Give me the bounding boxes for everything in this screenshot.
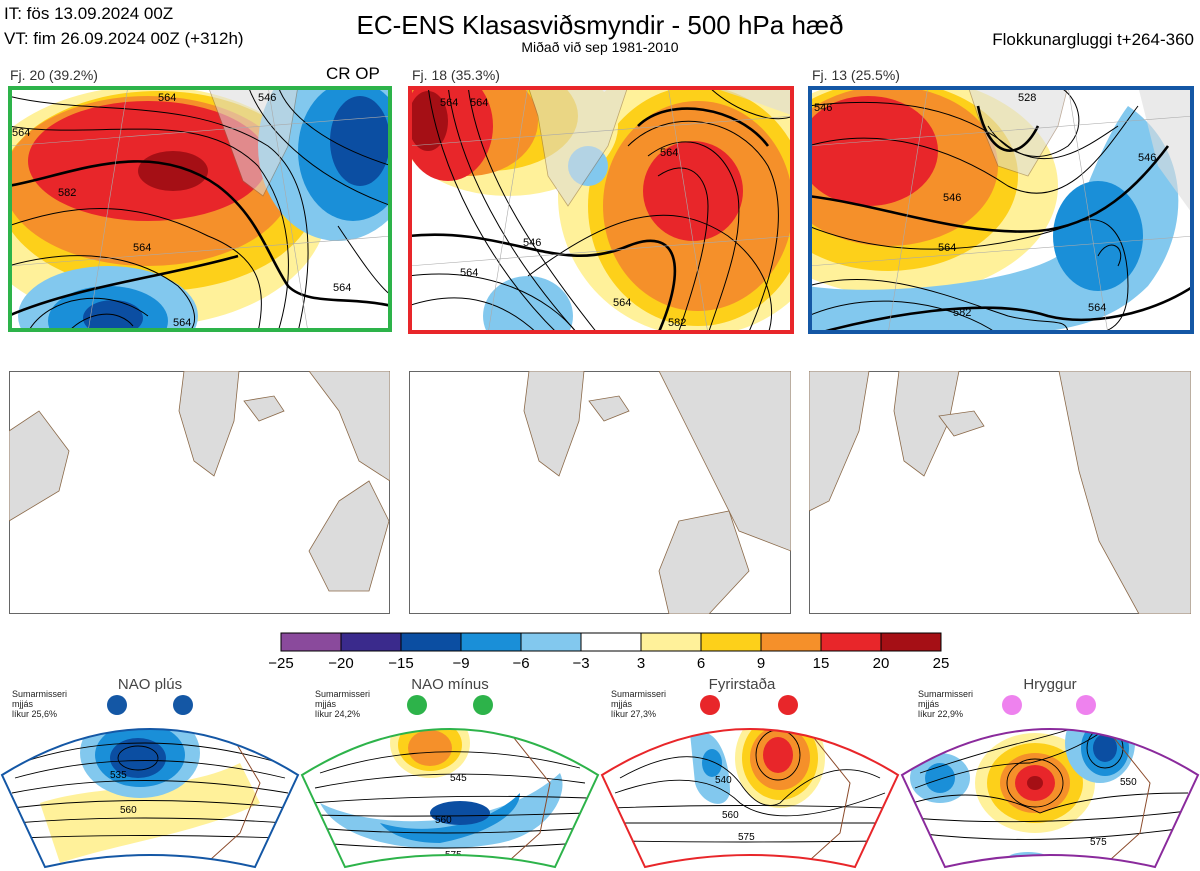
colorbar-tick-label: 25 [932, 655, 950, 672]
contour-label: 564 [613, 297, 631, 309]
classification-window: Flokkunargluggi t+264-360 [992, 30, 1194, 49]
regime-4-meta: Sumarmisseri mjjás líkur 22,9% [918, 689, 974, 719]
regime-4-dot [1076, 695, 1096, 715]
colorbar-tick-label: −25 [268, 655, 294, 672]
cluster-map-3: 546 528 546 564 582 564 546 [808, 86, 1194, 334]
regime-contour-label: 575 [738, 832, 755, 843]
contour-label: 564 [938, 242, 956, 254]
regime-contour-label: 575 [1090, 837, 1107, 848]
colorbar-tick-label: 20 [872, 655, 890, 672]
regime-3-dot [700, 695, 720, 715]
contour-label: 546 [1138, 152, 1156, 164]
colorbar-tick-label: 9 [756, 655, 766, 672]
cluster-1-border [8, 86, 392, 332]
contour-label: 546 [523, 237, 541, 249]
colorbar-tick-label: −15 [388, 655, 414, 672]
cluster-map-2: 564 564 546 564 564 564 582 [408, 86, 794, 334]
regime-contour-label: 535 [110, 770, 127, 781]
colorbar-segment [640, 632, 702, 652]
regime-contour-label: 560 [120, 805, 137, 816]
contour-label: 546 [258, 92, 276, 104]
regime-contour-label: 540 [715, 775, 732, 786]
empty-map-1 [9, 371, 390, 614]
cluster-map-1: 564 546 582 564 564 564 564 [8, 86, 392, 332]
contour-label: 564 [158, 92, 176, 104]
america-land [9, 410, 70, 522]
colorbar-tick-label: −20 [328, 655, 354, 672]
regime-2-meta: Sumarmisseri mjjás líkur 24,2% [315, 689, 371, 719]
contour-label: 564 [133, 242, 151, 254]
colorbar-segment [880, 632, 942, 652]
empty-map-2 [409, 371, 791, 614]
contour-label: 564 [12, 127, 30, 139]
regime-3-dot [778, 695, 798, 715]
regime-contour-label: 545 [450, 773, 467, 784]
colorbar-tick-label: −6 [512, 655, 530, 672]
colorbar-segment [340, 632, 402, 652]
contour-label: 564 [470, 97, 488, 109]
regime-contour-label: 560 [435, 815, 452, 826]
regime-2-dot [473, 695, 493, 715]
regime-2-name: NAO mínus [411, 676, 489, 693]
page-title: EC-ENS Klasasviðsmyndir - 500 hPa hæð [356, 10, 844, 40]
colorbar-segment [700, 632, 762, 652]
colorbar-segment [460, 632, 522, 652]
scandinavia-land [308, 371, 390, 482]
greenland [207, 86, 299, 197]
regime-1-name: NAO plús [117, 676, 183, 693]
colorbar-tick-label: −9 [452, 655, 470, 672]
colorbar-segment [580, 632, 642, 652]
colorbar-segment [280, 632, 342, 652]
regime-contour-label: 550 [1120, 777, 1137, 788]
cluster-3-border [808, 86, 1194, 334]
colorbar [280, 632, 942, 652]
contour-label: 546 [814, 102, 832, 114]
colorbar-segment [400, 632, 462, 652]
regime-3-name: Fyrirstaða [708, 676, 776, 693]
valid-time: VT: fim 26.09.2024 00Z (+312h) [4, 29, 244, 48]
contour-label: 582 [668, 317, 686, 329]
regime-1-dot [173, 695, 193, 715]
cluster-2-label: Fj. 18 (35.3%) [412, 67, 500, 83]
regime-1-meta: Sumarmisseri mjjás líkur 25,6% [12, 689, 68, 719]
regime-map-nao-minus: 545 560 575 [300, 695, 600, 869]
cluster-3-label: Fj. 13 (25.5%) [812, 67, 900, 83]
empty-map-3 [809, 371, 1191, 614]
colorbar-tick-label: 6 [696, 655, 706, 672]
colorbar-tick-label: −3 [572, 655, 590, 672]
cluster-1-tag: CR OP [326, 64, 380, 83]
regime-4-dot [1002, 695, 1022, 715]
colorbar-tick-label: 15 [812, 655, 830, 672]
contour-label: 564 [440, 97, 458, 109]
cluster-2-border [408, 86, 794, 334]
regime-map-blocking: 540 560 575 [600, 695, 900, 869]
regime-contour-label: 560 [722, 810, 739, 821]
regime-4-name: Hryggur [1023, 676, 1077, 693]
colorbar-segment [760, 632, 822, 652]
colorbar-segment [820, 632, 882, 652]
contour-label: 564 [1088, 302, 1106, 314]
contour-label: 564 [173, 317, 191, 329]
init-time: IT: fös 13.09.2024 00Z [4, 4, 174, 23]
page-subtitle: Miðað við sep 1981-2010 [521, 39, 679, 55]
regime-1-dot [107, 695, 127, 715]
regime-2-dot [407, 695, 427, 715]
regime-map-nao-plus: 535 560 [0, 695, 300, 869]
contour-label: 528 [1018, 92, 1036, 104]
iceland-land [243, 395, 285, 422]
colorbar-segment [520, 632, 582, 652]
contour-label: 564 [460, 267, 478, 279]
regime-3-meta: Sumarmisseri mjjás líkur 27,3% [611, 689, 667, 719]
contour-label: 546 [943, 192, 961, 204]
contour-label: 582 [953, 307, 971, 319]
colorbar-tick-label: 3 [636, 655, 646, 672]
cluster-1-label: Fj. 20 (39.2%) [10, 67, 98, 83]
greenland-land [178, 371, 240, 477]
contour-label: 582 [58, 187, 76, 199]
contour-label: 564 [333, 282, 351, 294]
british-isles-land [308, 480, 390, 592]
regime-map-ridge: 530 550 575 [900, 695, 1200, 869]
contour-label: 564 [660, 147, 678, 159]
